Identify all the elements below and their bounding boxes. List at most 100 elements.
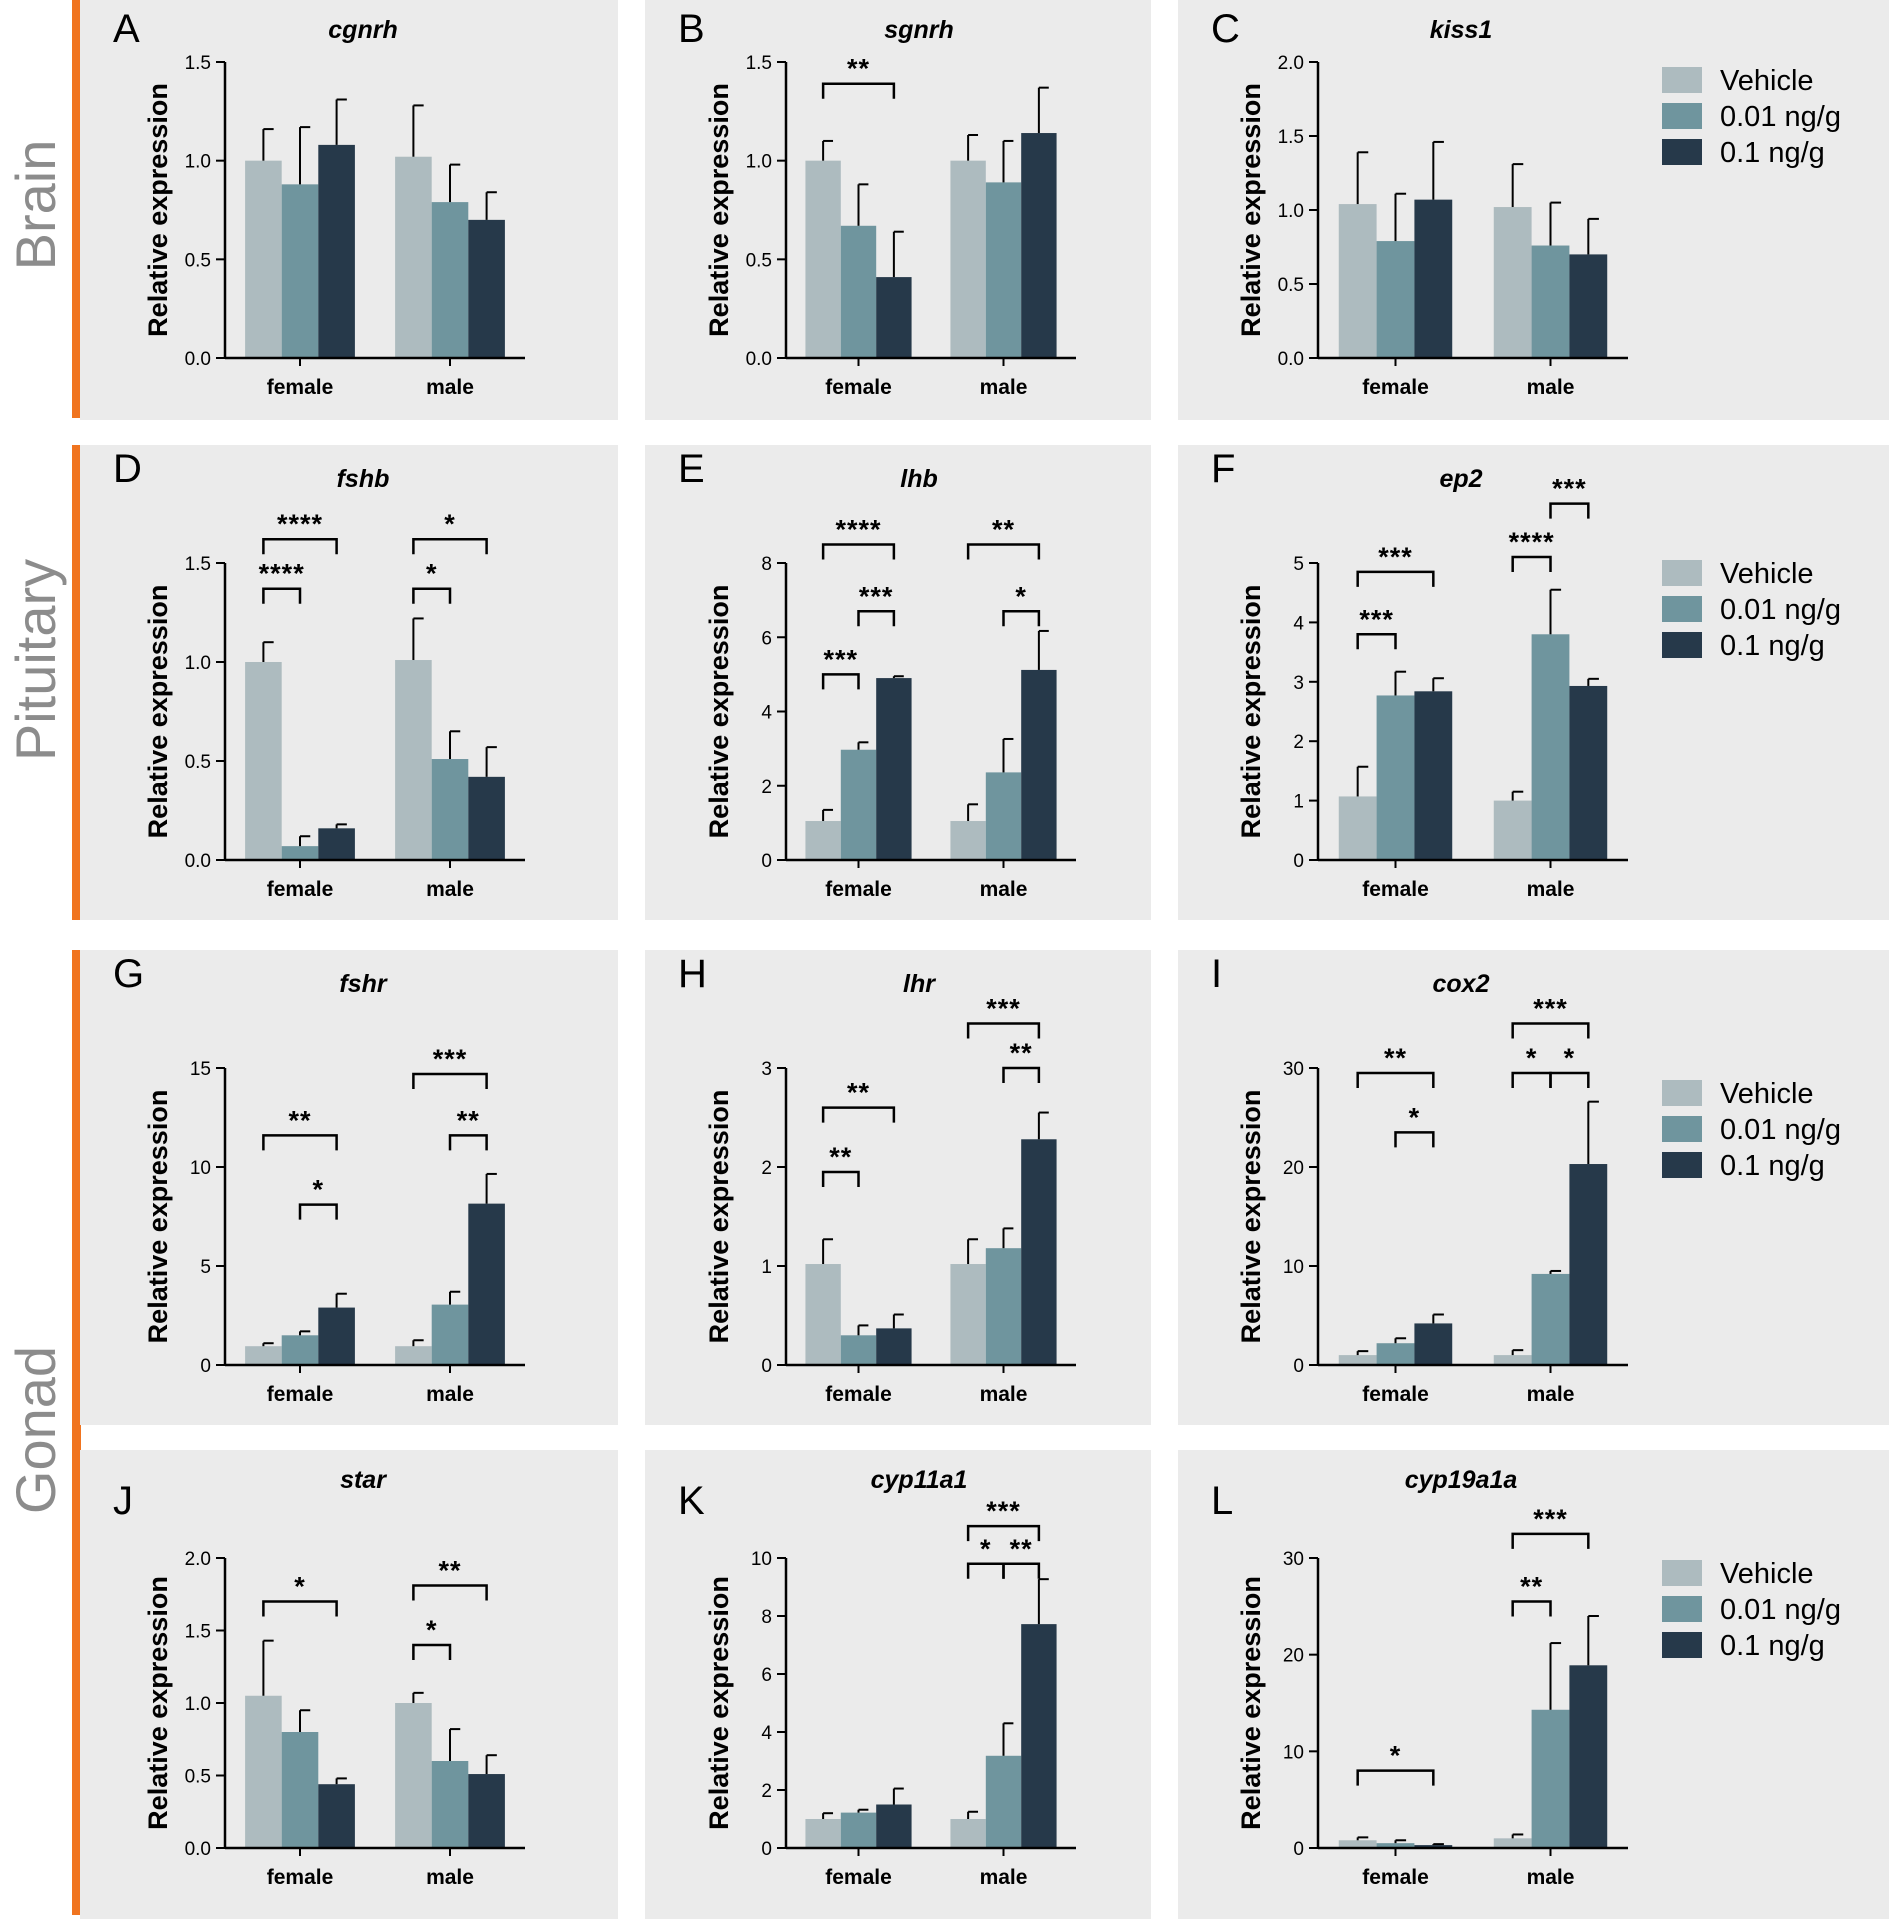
panel-letter: K — [678, 1479, 705, 1523]
panel-letter: G — [113, 952, 144, 996]
bar-vehicle-female — [1338, 796, 1377, 860]
chart-title: cox2 — [1433, 970, 1490, 998]
bar-0-01-ng-g-male — [1531, 1709, 1570, 1848]
y-tick-label: 0.5 — [185, 1767, 211, 1788]
legend-label: Vehicle — [1720, 558, 1814, 590]
significance-label: ** — [992, 514, 1015, 544]
y-tick-label: 0 — [200, 1356, 211, 1377]
bar-0-1-ng-g-female — [1414, 199, 1453, 358]
bar-0-01-ng-g-female — [281, 184, 319, 358]
significance-label: * — [294, 1572, 306, 1602]
y-tick-label: 0.0 — [185, 1839, 211, 1860]
x-tick-label: female — [825, 376, 892, 399]
bar-vehicle-male — [395, 1346, 432, 1365]
bar-0-01-ng-g-male — [985, 1755, 1022, 1848]
chart-title: kiss1 — [1430, 16, 1493, 44]
significance-label: ** — [1384, 1043, 1407, 1073]
y-axis-label: Relative expression — [1236, 1090, 1266, 1344]
significance-label: ** — [438, 1556, 461, 1586]
bar-vehicle-male — [950, 1264, 986, 1365]
y-tick-label: 2 — [761, 1781, 772, 1802]
bar-0-01-ng-g-female — [281, 1732, 319, 1848]
bar-0-1-ng-g-male — [468, 1774, 505, 1848]
y-tick-label: 30 — [1283, 1059, 1304, 1080]
bar-vehicle-female — [1338, 1840, 1377, 1848]
y-tick-label: 1.5 — [185, 53, 211, 74]
legend-swatch — [1662, 67, 1702, 93]
y-tick-label: 1 — [761, 1257, 772, 1278]
chart-title: cgnrh — [328, 16, 397, 44]
significance-bracket — [1002, 1066, 1041, 1083]
significance-bracket — [262, 537, 338, 555]
y-tick-label: 4 — [761, 1723, 772, 1744]
bar-0-1-ng-g-male — [1569, 1164, 1608, 1365]
y-axis-label: Relative expression — [1236, 1576, 1266, 1830]
legend-swatch — [1662, 560, 1702, 586]
significance-bracket — [1356, 570, 1435, 587]
y-axis-label: Relative expression — [1236, 585, 1266, 839]
significance-bracket — [412, 1643, 452, 1660]
row-accent-bar — [72, 445, 81, 920]
bar-0-1-ng-g-female — [876, 1328, 912, 1365]
legend-label: 0.1 ng/g — [1720, 137, 1825, 169]
y-tick-label: 8 — [761, 554, 772, 575]
bar-0-01-ng-g-male — [431, 1761, 469, 1848]
y-tick-label: 20 — [1283, 1158, 1304, 1179]
legend-label: 0.01 ng/g — [1720, 1114, 1841, 1146]
bar-0-01-ng-g-male — [985, 772, 1022, 860]
y-tick-label: 10 — [1283, 1257, 1304, 1278]
significance-bracket — [821, 1170, 860, 1187]
significance-label: ** — [457, 1105, 480, 1135]
y-tick-label: 0.5 — [185, 752, 211, 773]
y-axis-label: Relative expression — [704, 1090, 734, 1344]
significance-label: ** — [1010, 1534, 1033, 1564]
bar-0-01-ng-g-male — [1531, 1273, 1570, 1365]
significance-bracket — [821, 82, 896, 99]
significance-label: ** — [1520, 1572, 1543, 1602]
significance-bracket — [966, 543, 1041, 560]
y-tick-label: 4 — [1293, 613, 1304, 634]
legend-label: 0.01 ng/g — [1720, 594, 1841, 626]
x-tick-label: male — [1527, 376, 1575, 399]
significance-label: *** — [433, 1044, 468, 1074]
bar-0-1-ng-g-male — [1021, 1139, 1057, 1365]
bar-0-1-ng-g-male — [1569, 1665, 1608, 1848]
bar-vehicle-male — [950, 821, 986, 860]
y-tick-label: 0.5 — [185, 250, 211, 271]
legend-swatch — [1662, 632, 1702, 658]
y-tick-label: 0.0 — [746, 349, 772, 370]
legend-swatch — [1662, 1632, 1702, 1658]
significance-label: * — [444, 509, 456, 539]
legend-swatch — [1662, 1152, 1702, 1178]
y-axis-label: Relative expression — [143, 1576, 173, 1830]
bar-0-1-ng-g-female — [318, 144, 355, 358]
y-tick-label: 0.5 — [1278, 275, 1304, 296]
significance-bracket — [966, 1524, 1041, 1542]
y-tick-label: 2 — [1293, 732, 1304, 753]
row-label: Brain — [4, 140, 67, 271]
bar-0-01-ng-g-male — [431, 202, 469, 358]
significance-label: ** — [829, 1142, 852, 1172]
bar-vehicle-male — [395, 660, 432, 860]
x-tick-label: female — [267, 376, 334, 399]
row-accent-bar — [72, 950, 81, 1915]
x-tick-label: female — [1362, 1383, 1429, 1406]
y-tick-label: 0 — [761, 1356, 772, 1377]
y-tick-label: 1 — [1293, 792, 1304, 813]
bar-vehicle-male — [1493, 207, 1532, 358]
y-tick-label: 1.5 — [1278, 127, 1304, 148]
y-tick-label: 0.5 — [746, 250, 772, 271]
panel-letter: H — [678, 952, 707, 996]
x-tick-label: female — [1362, 1866, 1429, 1889]
panel-letter: C — [1211, 7, 1240, 51]
legend-swatch — [1662, 1560, 1702, 1586]
significance-label: ** — [1010, 1038, 1033, 1068]
significance-label: * — [426, 1615, 438, 1645]
panel-letter: E — [678, 447, 705, 491]
legend-label: Vehicle — [1720, 65, 1814, 97]
y-axis-label: Relative expression — [143, 585, 173, 839]
